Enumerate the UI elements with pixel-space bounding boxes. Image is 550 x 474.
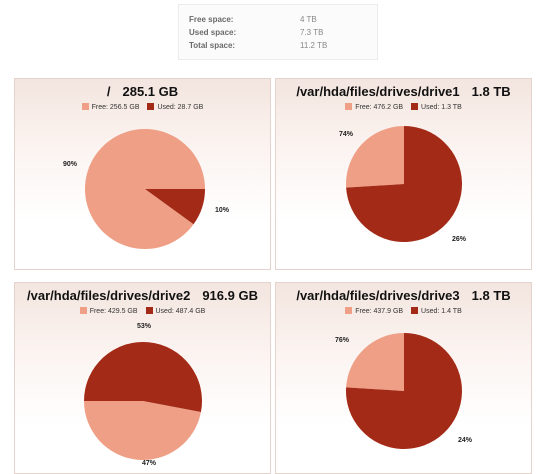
pct-label-used: 53%	[137, 323, 152, 330]
legend-label-used: Used: 487.4 GB	[155, 308, 206, 315]
disk-panel-drive3: /var/hda/files/drives/drive3 1.8 TB Free:…	[275, 282, 532, 474]
pie-chart: 26% 74%	[339, 126, 467, 243]
total-space-label: Total space:	[189, 41, 236, 50]
pct-label-used: 76%	[335, 337, 350, 344]
panel-title: /var/hda/files/drives/drive1 1.8 TB	[276, 83, 531, 101]
pct-label-free: 90%	[63, 161, 78, 168]
disk-panel-drive2: /var/hda/files/drives/drive2 916.9 GB Fre…	[14, 282, 271, 474]
free-space-value: 4 TB	[300, 15, 317, 24]
pct-label-used: 10%	[215, 207, 230, 214]
legend-swatch-free	[345, 103, 353, 110]
legend-label-free: Free: 429.5 GB	[89, 308, 138, 315]
disk-summary: Free space: 4 TB Used space: 7.3 TB Tota…	[178, 4, 378, 60]
legend-label-used: Used: 28.7 GB	[157, 104, 204, 111]
total-space-row: Total space: 11.2 TB	[189, 39, 369, 53]
pct-label-free: 47%	[142, 460, 157, 467]
legend-swatch-free	[79, 307, 87, 314]
legend-swatch-free	[345, 307, 353, 314]
panel-title-path: /var/hda/files/drives/drive3	[296, 288, 460, 303]
total-space-value: 11.2 TB	[300, 41, 328, 50]
panel-title-path: /	[106, 84, 111, 99]
legend-label-free: Free: 476.2 GB	[355, 104, 404, 111]
disk-panel-drive1: /var/hda/files/drives/drive1 1.8 TB Free:…	[275, 78, 532, 270]
panel-title: /var/hda/files/drives/drive2 916.9 GB	[15, 287, 270, 305]
legend-label-free: Free: 437.9 GB	[355, 308, 404, 315]
chart-legend: Free: 429.5 GB Used: 487.4 GB	[15, 306, 270, 318]
pie-slice-used	[83, 341, 202, 413]
legend-label-used: Used: 1.3 TB	[421, 104, 462, 111]
legend-label-free: Free: 256.5 GB	[91, 104, 140, 111]
panel-title-size: 1.8 TB	[471, 84, 511, 99]
pct-label-free: 24%	[458, 437, 473, 444]
panel-title: /var/hda/files/drives/drive3 1.8 TB	[276, 287, 531, 305]
disk-panel-root: / 285.1 GB Free: 256.5 GB Used: 28.7 GB 9…	[14, 78, 271, 270]
free-space-label: Free space:	[189, 15, 234, 24]
legend-item-free: Free: 437.9 GB	[345, 306, 403, 318]
pie-slice-free	[345, 126, 404, 188]
chart-legend: Free: 256.5 GB Used: 28.7 GB	[15, 102, 270, 114]
pie-chart: 47% 53%	[83, 323, 202, 467]
pie-slice-free	[84, 401, 201, 460]
pie-chart: 24% 76%	[335, 333, 473, 449]
legend-item-used: Used: 1.3 TB	[411, 102, 462, 114]
legend-item-free: Free: 256.5 GB	[81, 102, 140, 114]
legend-item-used: Used: 28.7 GB	[147, 102, 203, 114]
panel-title-path: /var/hda/files/drives/drive1	[296, 84, 460, 99]
legend-label-used: Used: 1.4 TB	[421, 308, 462, 315]
pct-label-used: 74%	[339, 131, 354, 138]
used-space-label: Used space:	[189, 28, 237, 37]
pie-slice-used	[345, 333, 462, 449]
pie-slice-used	[346, 126, 462, 243]
free-space-row: Free space: 4 TB	[189, 13, 369, 27]
used-space-row: Used space: 7.3 TB	[189, 26, 369, 40]
legend-swatch-used	[411, 307, 419, 314]
pie-slice-free	[346, 333, 404, 391]
pie-slice-free	[85, 129, 205, 250]
panel-title-size: 1.8 TB	[471, 288, 511, 303]
legend-item-used: Used: 1.4 TB	[411, 306, 462, 318]
legend-swatch-used	[147, 103, 155, 110]
panel-title-size: 916.9 GB	[202, 288, 258, 303]
legend-item-used: Used: 487.4 GB	[145, 306, 206, 318]
legend-swatch-free	[81, 103, 89, 110]
chart-legend: Free: 437.9 GB Used: 1.4 TB	[276, 306, 531, 318]
pie-slice-used	[145, 189, 206, 225]
pct-label-free: 26%	[452, 236, 467, 243]
panel-title-size: 285.1 GB	[122, 84, 179, 99]
pie-chart: 90% 10%	[63, 129, 230, 250]
chart-legend: Free: 476.2 GB Used: 1.3 TB	[276, 102, 531, 114]
legend-swatch-used	[145, 307, 153, 314]
legend-item-free: Free: 429.5 GB	[79, 306, 138, 318]
used-space-value: 7.3 TB	[300, 28, 324, 37]
panel-title: / 285.1 GB	[15, 83, 270, 101]
panel-title-path: /var/hda/files/drives/drive2	[27, 288, 191, 303]
legend-item-free: Free: 476.2 GB	[345, 102, 403, 114]
legend-swatch-used	[411, 103, 419, 110]
